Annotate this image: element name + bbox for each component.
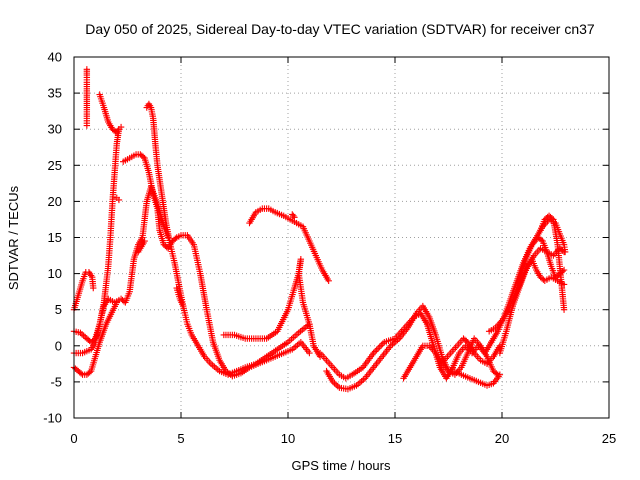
data-point [113, 299, 120, 306]
data-point [561, 248, 569, 256]
x-axis-label: GPS time / hours [292, 458, 391, 473]
x-tick-label: 10 [281, 431, 295, 446]
data-point [80, 332, 87, 339]
series-1 [70, 268, 97, 313]
axis-ticks [73, 56, 610, 419]
y-tick-label: 15 [48, 230, 62, 245]
data-point [496, 371, 504, 378]
series-8 [113, 194, 123, 204]
data-point [379, 340, 386, 347]
y-tick-label: 10 [48, 266, 62, 281]
y-tick-label: 30 [48, 122, 62, 137]
data-point [86, 369, 93, 376]
y-tick-label: 25 [48, 158, 62, 173]
data-point [560, 306, 568, 313]
chart-title: Day 050 of 2025, Sidereal Day-to-day VTE… [85, 21, 595, 37]
y-tick-labels: -10 -5 0 5 10 15 20 25 30 35 40 [43, 50, 62, 426]
y-tick-label: -5 [50, 374, 62, 389]
series-23 [537, 212, 568, 313]
data-point [306, 349, 313, 357]
series-18 [441, 335, 504, 368]
series-9 [143, 100, 313, 378]
grid [74, 57, 609, 418]
data-points [70, 66, 569, 393]
y-tick-label: 35 [48, 86, 62, 101]
data-point [115, 196, 123, 204]
y-axis-label: SDTVAR / TECUs [6, 185, 21, 290]
data-point [141, 237, 148, 245]
data-point [179, 302, 187, 310]
data-point [538, 236, 545, 244]
data-point [560, 266, 568, 274]
data-point [117, 123, 125, 131]
series-11 [173, 284, 187, 310]
data-point [325, 277, 332, 285]
series-12 [220, 255, 324, 360]
series-14 [289, 211, 298, 221]
series-2 [83, 66, 91, 129]
y-tick-label: -10 [43, 411, 62, 426]
x-tick-label: 5 [177, 431, 184, 446]
data-point [378, 342, 385, 349]
data-point [370, 349, 377, 357]
series-6 [96, 91, 125, 137]
data-point [376, 343, 383, 351]
x-tick-label: 20 [495, 431, 509, 446]
y-tick-label: 0 [55, 338, 62, 353]
data-point [373, 346, 380, 354]
series-17 [400, 342, 504, 389]
data-point [291, 214, 298, 221]
series-13 [246, 205, 332, 285]
data-point [374, 345, 382, 352]
data-point [371, 348, 379, 355]
data-point [290, 212, 297, 220]
x-tick-label: 25 [602, 431, 616, 446]
series-10 [135, 237, 148, 256]
y-tick-label: 5 [55, 302, 62, 317]
data-point [332, 381, 340, 388]
data-point [90, 284, 97, 292]
data-point [77, 370, 85, 377]
data-point [83, 66, 91, 73]
series-5 [70, 299, 120, 378]
data-point [172, 235, 179, 242]
y-tick-label: 20 [48, 194, 62, 209]
x-tick-labels: 0 5 10 15 20 25 [70, 431, 616, 446]
y-tick-label: 40 [48, 50, 62, 65]
data-point [139, 153, 147, 161]
x-tick-label: 0 [70, 431, 77, 446]
data-point [548, 215, 556, 222]
x-tick-label: 15 [388, 431, 402, 446]
